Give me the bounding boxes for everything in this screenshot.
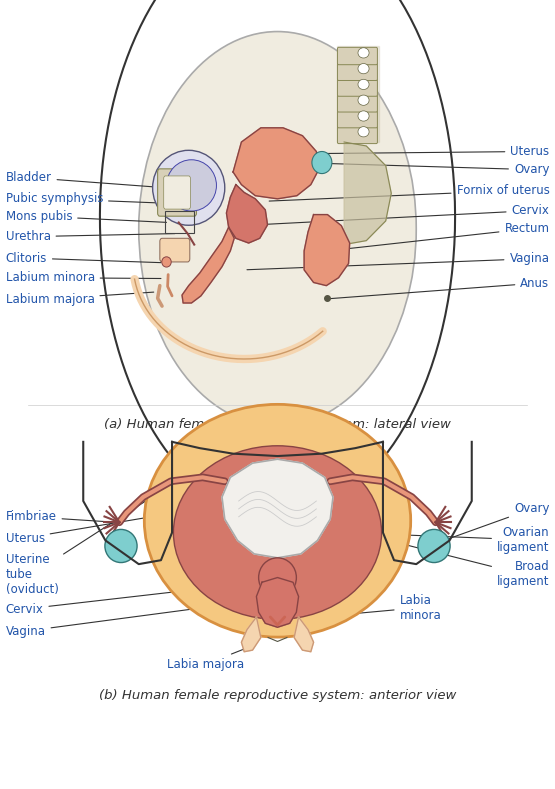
Text: Broad
ligament: Broad ligament — [391, 541, 549, 589]
Text: Labia majora: Labia majora — [167, 645, 253, 671]
Text: (b) Human female reproductive system: anterior view: (b) Human female reproductive system: an… — [99, 690, 456, 702]
Polygon shape — [304, 215, 350, 286]
Text: Uterus: Uterus — [6, 502, 241, 544]
Ellipse shape — [173, 446, 382, 619]
Ellipse shape — [162, 257, 171, 267]
Ellipse shape — [139, 32, 416, 426]
Text: Clitoris: Clitoris — [6, 252, 161, 264]
FancyBboxPatch shape — [337, 79, 377, 96]
Ellipse shape — [358, 64, 369, 74]
FancyBboxPatch shape — [337, 63, 377, 80]
Ellipse shape — [358, 111, 369, 122]
Polygon shape — [294, 617, 314, 652]
Polygon shape — [226, 185, 268, 243]
Text: Rectum: Rectum — [330, 222, 549, 251]
Text: Uterus: Uterus — [291, 145, 549, 158]
FancyBboxPatch shape — [337, 47, 377, 65]
Text: Cervix: Cervix — [258, 204, 549, 225]
Polygon shape — [182, 227, 234, 303]
Text: Ovarian
ligament: Ovarian ligament — [347, 525, 549, 554]
Polygon shape — [337, 46, 379, 142]
FancyBboxPatch shape — [337, 110, 377, 128]
Text: Ovary: Ovary — [436, 503, 549, 544]
Text: Vagina: Vagina — [6, 600, 261, 638]
Polygon shape — [344, 142, 391, 245]
FancyBboxPatch shape — [160, 238, 190, 262]
Text: Labium minora: Labium minora — [6, 271, 161, 284]
Text: (a) Human female reproductive system: lateral view: (a) Human female reproductive system: la… — [104, 418, 451, 431]
Ellipse shape — [358, 80, 369, 90]
Text: Labia
minora: Labia minora — [294, 593, 441, 622]
Text: Cervix: Cervix — [6, 582, 255, 615]
Text: Vagina: Vagina — [247, 252, 549, 270]
Ellipse shape — [358, 47, 369, 58]
FancyBboxPatch shape — [337, 95, 377, 112]
Text: Bladder: Bladder — [6, 171, 153, 187]
Text: Fimbriae: Fimbriae — [6, 510, 114, 523]
Text: Urethra: Urethra — [6, 230, 175, 243]
FancyBboxPatch shape — [158, 169, 196, 216]
Text: Anus: Anus — [327, 277, 549, 299]
FancyBboxPatch shape — [337, 126, 377, 144]
Text: Pubic symphysis: Pubic symphysis — [6, 193, 172, 205]
Ellipse shape — [166, 159, 216, 211]
Text: Labium majora: Labium majora — [6, 292, 154, 305]
Polygon shape — [222, 459, 333, 558]
Ellipse shape — [144, 405, 411, 638]
Ellipse shape — [259, 558, 296, 597]
Polygon shape — [233, 128, 319, 199]
Ellipse shape — [153, 151, 225, 226]
FancyBboxPatch shape — [164, 176, 190, 209]
Ellipse shape — [312, 151, 332, 174]
Polygon shape — [241, 617, 261, 652]
Text: Ovary: Ovary — [325, 163, 549, 176]
Ellipse shape — [418, 529, 450, 563]
Ellipse shape — [358, 127, 369, 137]
Polygon shape — [256, 578, 299, 627]
Text: Fornix of uterus: Fornix of uterus — [269, 185, 549, 201]
Ellipse shape — [358, 95, 369, 106]
Text: Uterine
tube
(oviduct): Uterine tube (oviduct) — [6, 489, 164, 596]
Text: Mons pubis: Mons pubis — [6, 210, 166, 222]
Ellipse shape — [105, 529, 137, 563]
